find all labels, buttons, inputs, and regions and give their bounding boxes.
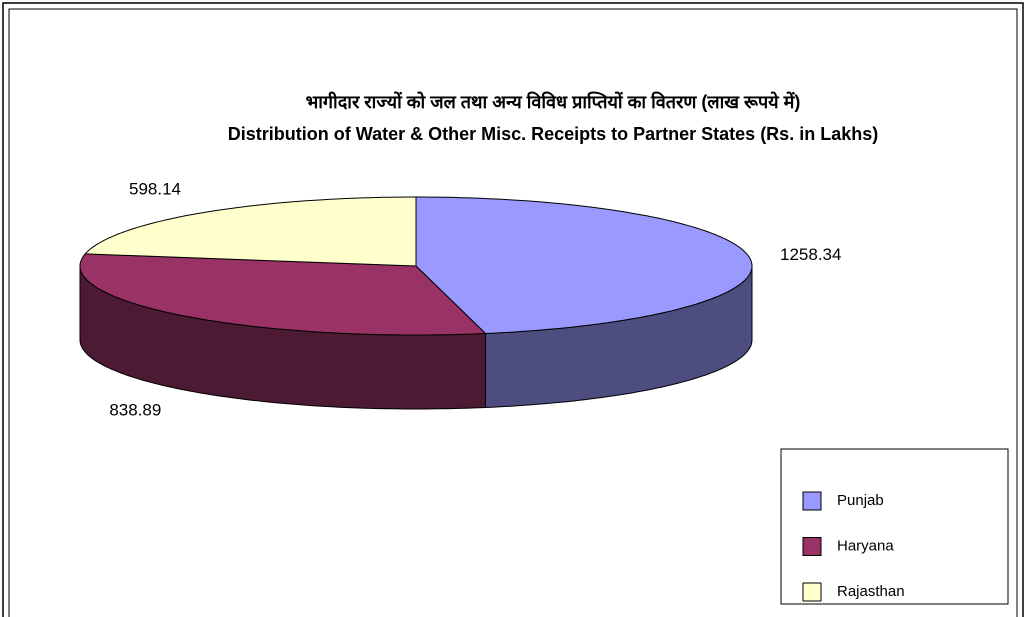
legend-label: Haryana — [837, 537, 894, 554]
slice — [79, 253, 487, 336]
legend-swatch — [802, 537, 822, 556]
legend-swatch — [802, 582, 822, 602]
data-label: 838.89 — [109, 401, 161, 420]
data-label: 1258.34 — [780, 245, 841, 264]
chart-title: भागीदार राज्यों को जल तथा अन्य विविध प्र… — [306, 91, 801, 112]
slice — [84, 196, 417, 267]
slice — [415, 196, 753, 335]
data-label: 598.14 — [129, 180, 181, 199]
legend-box — [780, 448, 1009, 605]
legend-swatch — [802, 491, 822, 511]
chart-subtitle: Distribution of Water & Other Misc. Rece… — [228, 124, 878, 144]
inner-frame — [8, 8, 1018, 617]
legend-label: Rajasthan — [837, 583, 905, 600]
legend-label: Punjab — [837, 492, 884, 509]
